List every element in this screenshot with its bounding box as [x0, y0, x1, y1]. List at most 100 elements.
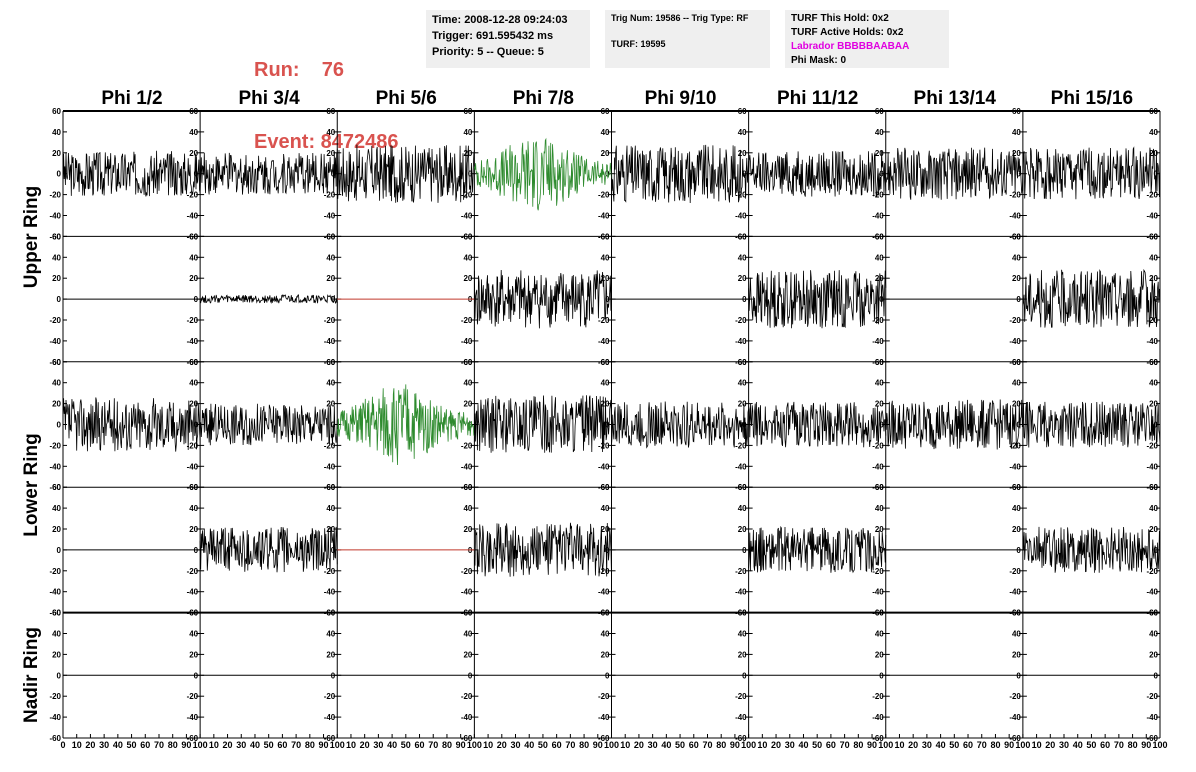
- y-tick-label: 60: [738, 232, 747, 241]
- y-tick-label: -40: [324, 713, 336, 722]
- y-tick-label: 20: [1012, 400, 1021, 409]
- y-tick-label: 0: [879, 170, 884, 179]
- y-tick-label: -40: [49, 337, 61, 346]
- x-tick-label: 100: [878, 740, 893, 750]
- x-tick-label: 80: [853, 740, 863, 750]
- trigger-text: Trigger: 691.595432 ms: [432, 30, 554, 42]
- x-tick-label: 70: [977, 740, 987, 750]
- y-tick-label: -40: [872, 713, 884, 722]
- x-tick-label: 0: [60, 740, 65, 750]
- y-tick-label: -20: [598, 567, 610, 576]
- trace-waveform: [611, 144, 749, 204]
- y-tick-label: 20: [52, 149, 61, 158]
- x-tick-label: 50: [127, 740, 137, 750]
- y-tick-label: 40: [1149, 379, 1158, 388]
- y-tick-label: -40: [49, 462, 61, 471]
- y-tick-label: 60: [601, 609, 610, 618]
- x-tick-label: 10: [1032, 740, 1042, 750]
- y-tick-label: 20: [1149, 650, 1158, 659]
- trace-waveform: [474, 522, 612, 577]
- trace-waveform: [474, 137, 612, 211]
- y-tick-label: 40: [875, 253, 884, 262]
- y-tick-label: -20: [872, 441, 884, 450]
- x-tick-label: 60: [277, 740, 287, 750]
- turf-text: TURF: 19595: [611, 39, 666, 49]
- turf-active-holds: TURF Active Holds: 0x2: [791, 27, 904, 38]
- waveform-panel-r2-c5: 60 40 20 0 -20 -40 -60: [748, 358, 887, 492]
- x-tick-label: 50: [264, 740, 274, 750]
- y-tick-label: -40: [872, 588, 884, 597]
- y-tick-label: 40: [875, 630, 884, 639]
- waveform-panel-r1-c1: 60 40 20 0 -20 -40 -60: [199, 232, 338, 367]
- y-tick-label: 0: [331, 295, 336, 304]
- y-tick-label: -60: [1009, 734, 1021, 743]
- y-tick-label: -20: [598, 692, 610, 701]
- column-label-8: Phi 15/16: [1050, 88, 1134, 109]
- y-tick-label: -60: [598, 734, 610, 743]
- y-tick-label: 60: [52, 483, 61, 492]
- y-tick-label: 40: [875, 128, 884, 137]
- y-tick-label: -40: [324, 462, 336, 471]
- y-tick-label: 20: [1012, 149, 1021, 158]
- y-tick-label: -20: [49, 191, 61, 200]
- x-tick-label: 60: [552, 740, 562, 750]
- y-tick-label: -60: [872, 483, 884, 492]
- time-info-panel: Time: 2008-12-28 09:24:03 Trigger: 691.5…: [426, 10, 590, 68]
- x-tick-label: 10: [72, 740, 82, 750]
- y-tick-label: -60: [872, 232, 884, 241]
- y-tick-label: -40: [324, 588, 336, 597]
- y-tick-label: 40: [326, 128, 335, 137]
- y-tick-label: -40: [49, 588, 61, 597]
- y-tick-label: 20: [326, 274, 335, 283]
- y-tick-label: 60: [601, 232, 610, 241]
- y-tick-label: 20: [738, 650, 747, 659]
- y-tick-label: 60: [52, 232, 61, 241]
- x-tick-label: 100: [193, 740, 208, 750]
- y-tick-label: 40: [189, 253, 198, 262]
- x-tick-label: 80: [579, 740, 589, 750]
- trace-waveform: [474, 395, 612, 453]
- y-tick-label: 20: [875, 400, 884, 409]
- y-tick-label: 60: [875, 358, 884, 367]
- y-tick-label: -20: [461, 567, 473, 576]
- y-tick-label: 20: [463, 650, 472, 659]
- x-tick-label: 70: [565, 740, 575, 750]
- x-tick-label: 60: [415, 740, 425, 750]
- x-tick-label: 10: [757, 740, 767, 750]
- y-tick-label: -40: [735, 212, 747, 221]
- x-tick-label: 100: [1015, 740, 1030, 750]
- y-tick-label: -40: [187, 713, 199, 722]
- labrador-text: Labrador BBBBBAABAA: [791, 41, 910, 52]
- trace-waveform: [748, 270, 887, 329]
- y-tick-label: 20: [1149, 274, 1158, 283]
- y-tick-label: -40: [1009, 713, 1021, 722]
- x-tick-label: 100: [741, 740, 756, 750]
- y-tick-label: 60: [601, 483, 610, 492]
- y-tick-label: 60: [326, 232, 335, 241]
- trace-waveform: [62, 397, 201, 452]
- y-tick-label: -60: [187, 734, 199, 743]
- x-tick-label: 80: [1128, 740, 1138, 750]
- x-tick-label: 30: [511, 740, 521, 750]
- y-tick-label: -40: [598, 462, 610, 471]
- y-tick-label: 40: [189, 504, 198, 513]
- waveform-panel-r1-c3: 60 40 20 0 -20 -40 -60: [474, 232, 612, 367]
- trace-waveform: [1022, 401, 1161, 448]
- y-tick-label: -20: [461, 316, 473, 325]
- y-tick-label: 40: [52, 253, 61, 262]
- y-tick-label: 40: [601, 253, 610, 262]
- y-tick-label: 20: [601, 650, 610, 659]
- y-tick-label: 20: [463, 400, 472, 409]
- y-tick-label: -20: [1009, 191, 1021, 200]
- y-tick-label: 60: [189, 358, 198, 367]
